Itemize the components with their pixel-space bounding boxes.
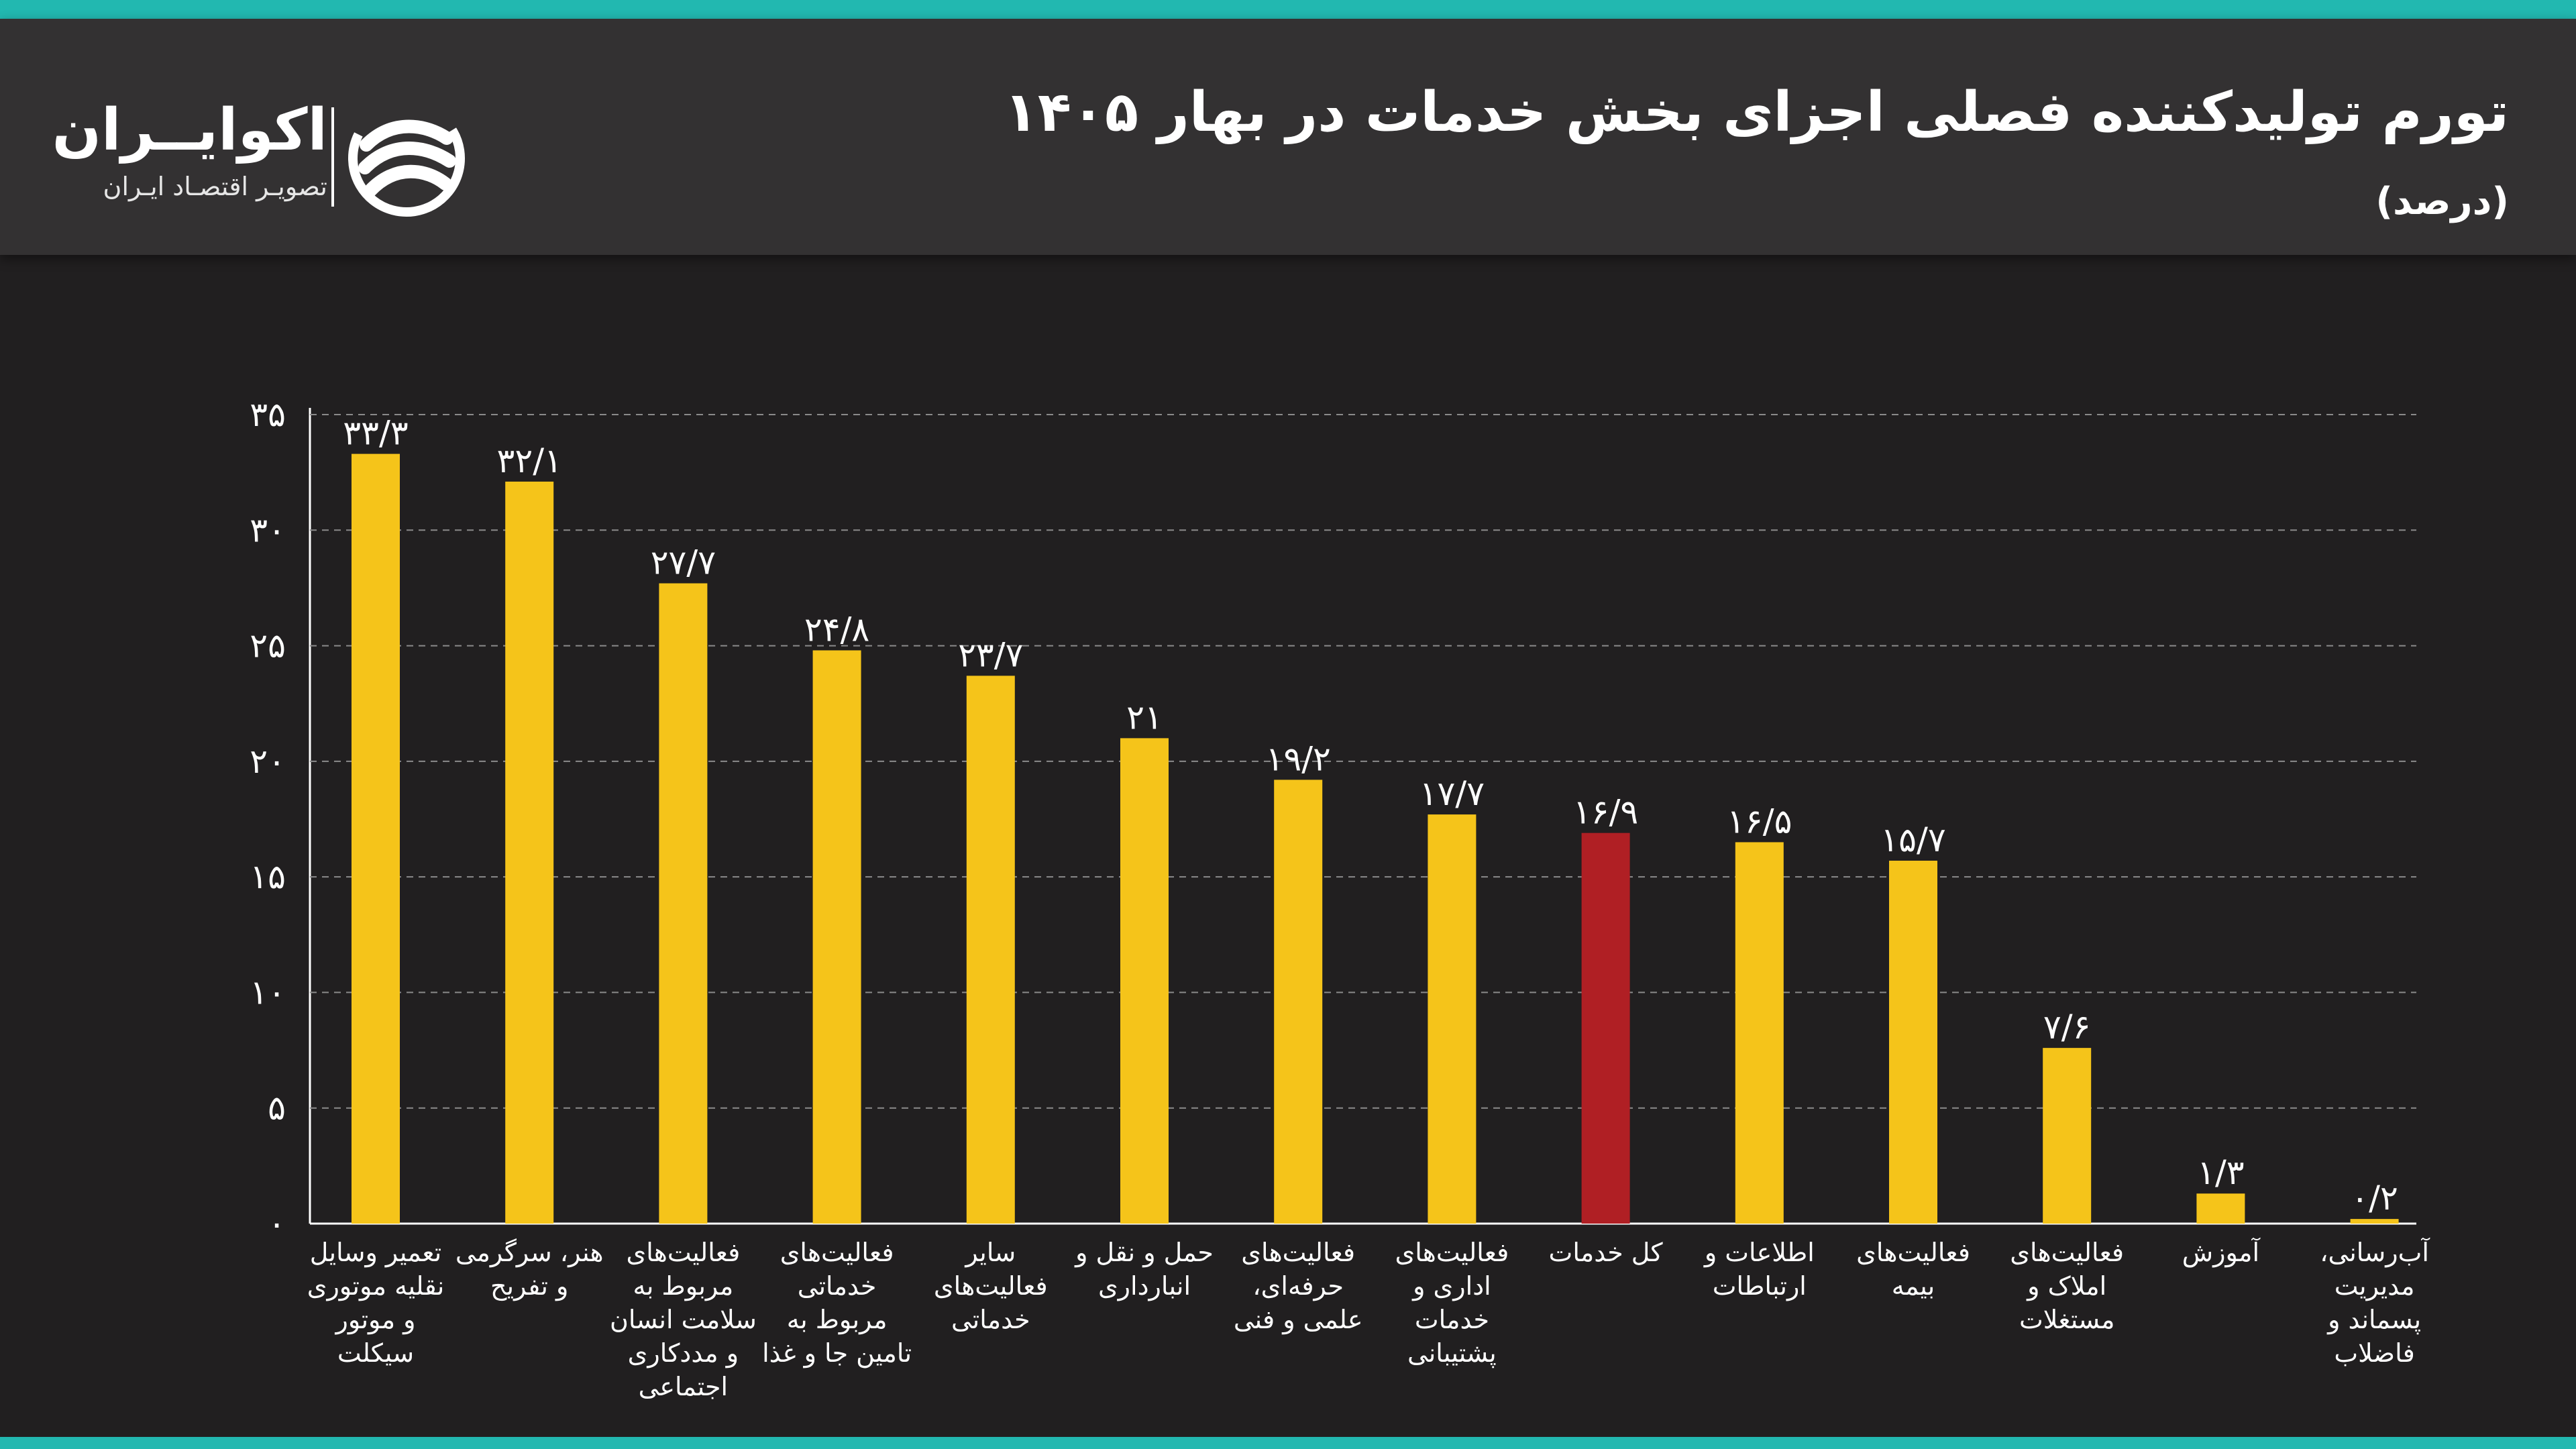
brand-logo: اکوایــران تصویـر اقتصـاد ایـران (52, 97, 467, 217)
chart-subtitle: (درصد) (2375, 180, 2509, 223)
y-tick-label: ۲۵ (250, 627, 286, 665)
value-label: ۷/۶ (2043, 1008, 2091, 1046)
y-tick-label: ۲۰ (250, 742, 286, 781)
logo-divider (331, 107, 334, 207)
bar (1889, 861, 1937, 1224)
ecoiran-swirl-icon (348, 100, 465, 217)
value-label: ۲۷/۷ (651, 543, 716, 582)
bar (1120, 738, 1169, 1224)
bar (1274, 780, 1323, 1224)
value-label: ۳۲/۱ (496, 441, 561, 480)
bar (659, 583, 708, 1224)
value-label: ۱۵/۷ (1880, 820, 1945, 859)
y-tick-label: ۱۵ (250, 857, 286, 896)
header: تورم تولیدکننده فصلی اجزای بخش خدمات در … (0, 19, 2576, 255)
logo-name: اکوایــران (52, 97, 327, 164)
value-label: ۱/۳ (2197, 1153, 2245, 1192)
chart-title: تورم تولیدکننده فصلی اجزای بخش خدمات در … (1004, 80, 2509, 144)
bar (2350, 1219, 2399, 1224)
bar (352, 453, 400, 1224)
value-label: ۰/۲ (2351, 1179, 2398, 1218)
value-label: ۲۴/۸ (804, 610, 869, 649)
bar (966, 676, 1015, 1224)
value-label: ۲۱ (1126, 698, 1163, 737)
bar (1735, 842, 1784, 1224)
bar (2196, 1193, 2245, 1224)
bar (812, 650, 861, 1224)
top-accent-bar (0, 0, 2576, 19)
value-label: ۱۹/۲ (1265, 739, 1330, 778)
y-tick-label: ۱۰ (250, 973, 286, 1012)
y-tick-label: ۳۰ (250, 511, 286, 549)
bar-highlight (1581, 833, 1630, 1224)
y-tick-label: ۵ (268, 1089, 286, 1128)
bar (2043, 1048, 2092, 1224)
value-label: ۳۳/۳ (343, 414, 408, 453)
bottom-accent-bar (0, 1437, 2576, 1449)
y-tick-label: ۰ (268, 1204, 286, 1243)
y-tick-label: ۳۵ (250, 395, 286, 434)
value-label: ۱۶/۵ (1727, 802, 1792, 841)
bar (505, 481, 554, 1224)
logo-tagline: تصویـر اقتصـاد ایـران (103, 172, 327, 201)
value-label: ۱۶/۹ (1573, 793, 1638, 832)
bar (1428, 814, 1477, 1224)
value-label: ۱۷/۷ (1419, 774, 1485, 813)
value-label: ۲۳/۷ (958, 635, 1023, 674)
